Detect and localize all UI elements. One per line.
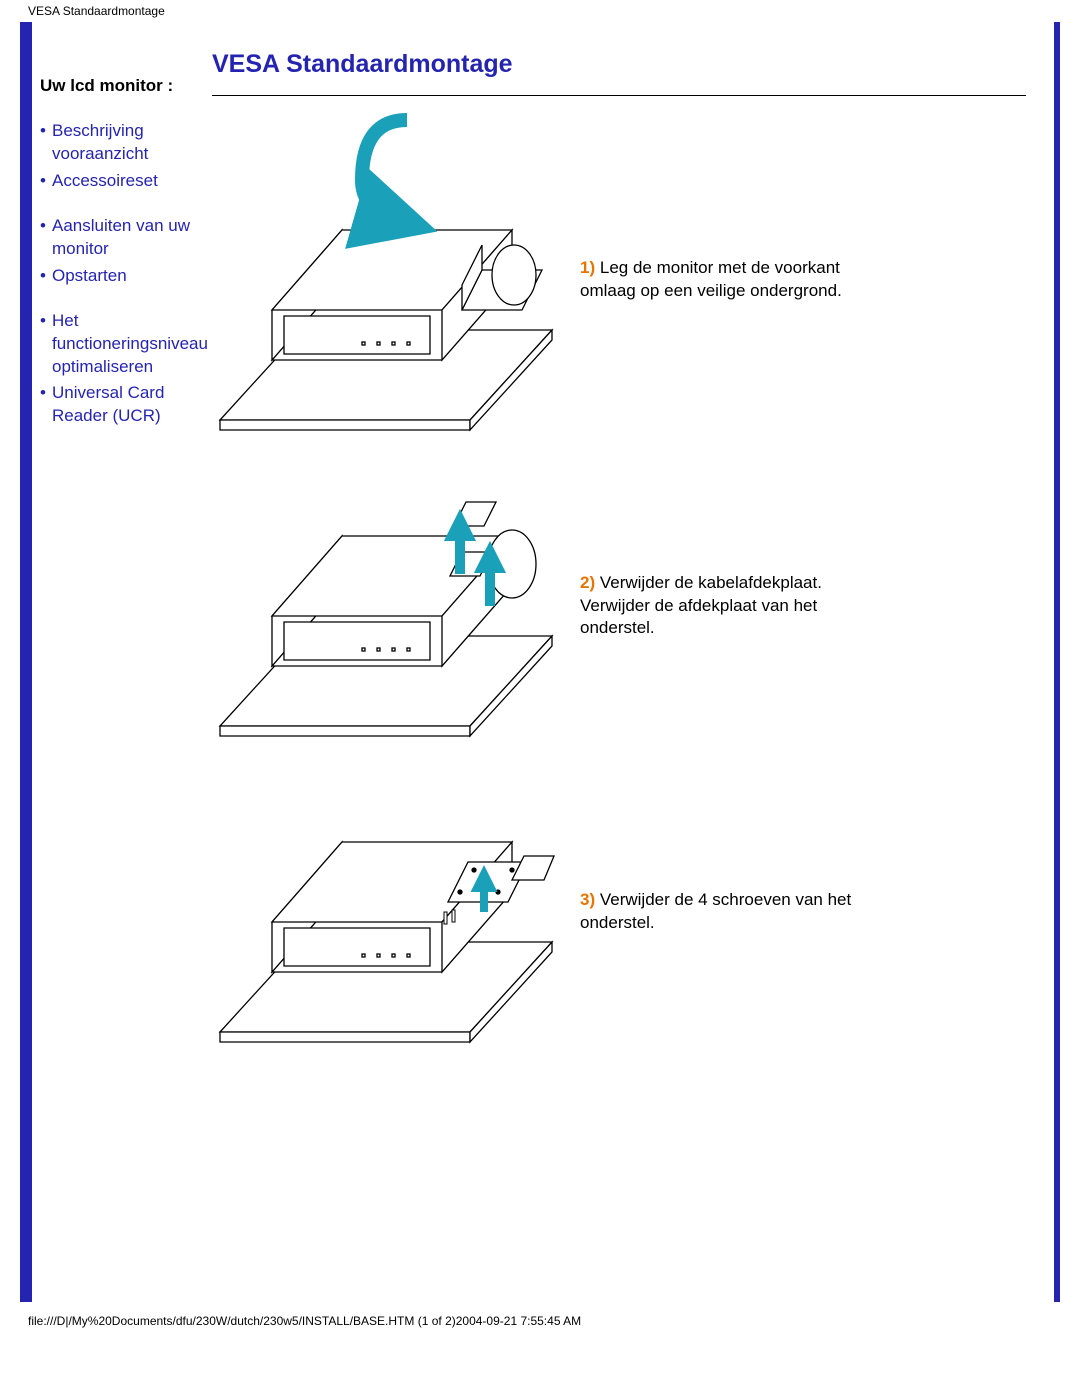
step-desc: Verwijder de kabelafdekplaat. Verwijder … [580, 573, 822, 638]
step-text: 1) Leg de monitor met de voorkant omlaag… [580, 257, 880, 303]
sidebar-link[interactable]: Accessoireset [52, 171, 158, 190]
sidebar-link[interactable]: Opstarten [52, 266, 127, 285]
sidebar-item[interactable]: Beschrijving vooraanzicht [40, 120, 204, 166]
step-text: 3) Verwijder de 4 schroeven van het onde… [580, 889, 880, 935]
step-illustration [212, 456, 562, 756]
content-frame: Uw lcd monitor : Beschrijving vooraanzic… [20, 22, 1060, 1302]
step-illustration [212, 762, 562, 1062]
page-title: VESA Standaardmontage [212, 50, 1026, 79]
sidebar-item[interactable]: Opstarten [40, 265, 204, 288]
main-content: VESA Standaardmontage [204, 22, 1054, 1302]
sidebar-nav: Beschrijving vooraanzicht Accessoireset … [40, 120, 204, 428]
sidebar-group: Beschrijving vooraanzicht Accessoireset [40, 120, 204, 193]
sidebar-heading: Uw lcd monitor : [40, 76, 204, 96]
sidebar-link[interactable]: Beschrijving vooraanzicht [52, 121, 148, 163]
sidebar-item[interactable]: Universal Card Reader (UCR) [40, 382, 204, 428]
sidebar-item[interactable]: Accessoireset [40, 170, 204, 193]
step-number: 1) [580, 258, 595, 277]
step-number: 3) [580, 890, 595, 909]
page-footer: file:///D|/My%20Documents/dfu/230W/dutch… [0, 1302, 1080, 1336]
step-desc: Verwijder de 4 schroeven van het onderst… [580, 890, 851, 932]
sidebar: Uw lcd monitor : Beschrijving vooraanzic… [32, 22, 204, 1302]
step-row: 1) Leg de monitor met de voorkant omlaag… [212, 110, 1026, 450]
page-small-title: VESA Standaardmontage [0, 0, 1080, 22]
step-row: 3) Verwijder de 4 schroeven van het onde… [212, 762, 1026, 1062]
step-text: 2) Verwijder de kabelafdekplaat. Verwijd… [580, 572, 880, 641]
sidebar-item[interactable]: Het functioneringsniveau optimaliseren [40, 310, 204, 379]
step-illustration [212, 110, 562, 450]
sidebar-link[interactable]: Universal Card Reader (UCR) [52, 383, 164, 425]
sidebar-group: Aansluiten van uw monitor Opstarten [40, 215, 204, 288]
title-rule [212, 95, 1026, 96]
step-row: 2) Verwijder de kabelafdekplaat. Verwijd… [212, 456, 1026, 756]
step-number: 2) [580, 573, 595, 592]
step-desc: Leg de monitor met de voorkant omlaag op… [580, 258, 842, 300]
sidebar-group: Het functioneringsniveau optimaliseren U… [40, 310, 204, 429]
sidebar-link[interactable]: Aansluiten van uw monitor [52, 216, 190, 258]
sidebar-link[interactable]: Het functioneringsniveau optimaliseren [52, 311, 208, 376]
sidebar-item[interactable]: Aansluiten van uw monitor [40, 215, 204, 261]
